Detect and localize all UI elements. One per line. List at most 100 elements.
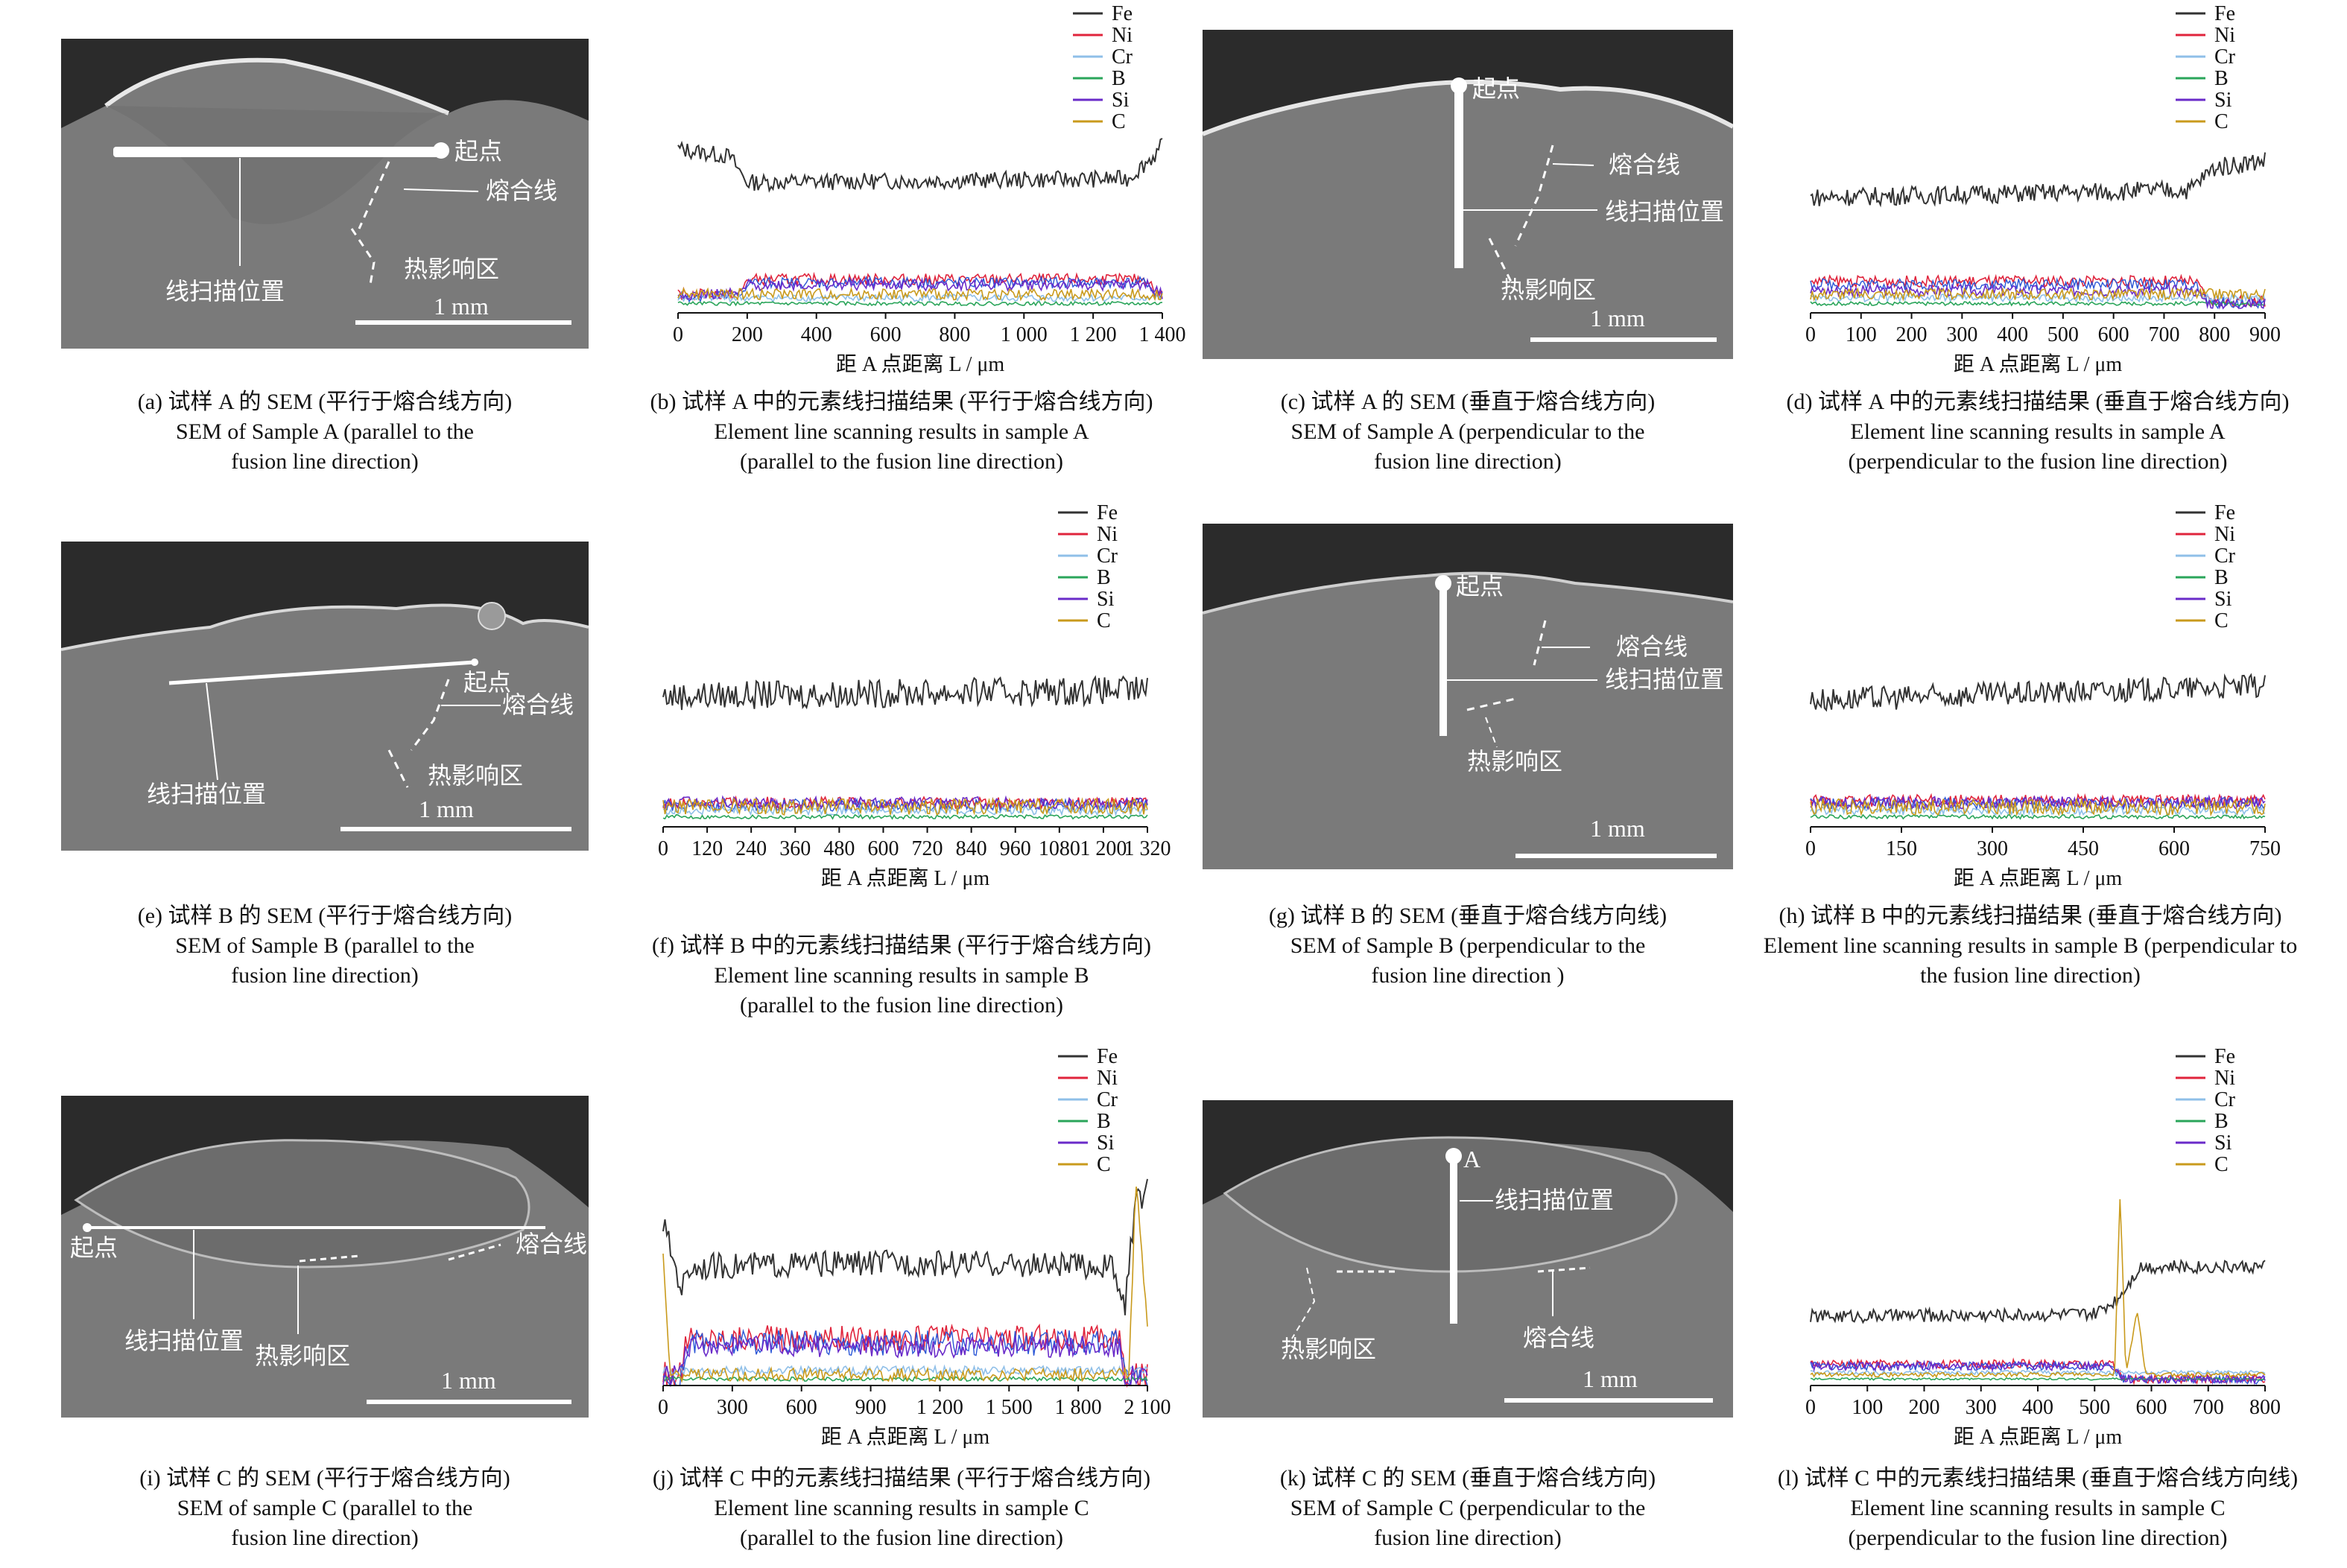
legend-label-cr: Cr (2214, 545, 2236, 568)
caption-j: (j) 试样 C 中的元素线扫描结果 (平行于熔合线方向) Element li… (618, 1464, 1185, 1553)
caption-d-line1: (d) 试样 A 中的元素线扫描结果 (垂直于熔合线方向) (1786, 390, 2290, 414)
x-tick-label: 300 (717, 1396, 748, 1419)
legend-label-ni: Ni (1097, 523, 1118, 546)
legend-label-c: C (1112, 110, 1126, 133)
x-axis-label: 距 A 点距离 L / μm (821, 1425, 990, 1449)
sem-i-start-label: 起点 (70, 1234, 118, 1261)
legend-label-si: Si (1097, 1131, 1115, 1155)
series-fe (1810, 673, 2266, 712)
caption-l: (l) 试样 C 中的元素线扫描结果 (垂直于熔合线方向线) Element l… (1743, 1464, 2332, 1553)
x-tick-label: 800 (2249, 1396, 2281, 1419)
legend-label-cr: Cr (2214, 45, 2236, 69)
series-cr (1810, 292, 2266, 304)
sem-c-scan-label: 线扫描位置 (1605, 198, 1724, 225)
caption-j-line3: (parallel to the fusion line direction) (739, 1526, 1064, 1550)
caption-k: (k) 试样 C 的 SEM (垂直于熔合线方向) SEM of Sample … (1203, 1464, 1733, 1553)
caption-g-line3: fusion line direction ) (1371, 963, 1565, 988)
x-tick-label: 0 (673, 323, 683, 346)
legend-label-ni: Ni (2214, 523, 2235, 546)
legend-label-si: Si (1112, 89, 1130, 112)
caption-e-line3: fusion line direction) (231, 963, 419, 988)
x-tick-label: 1 800 (1055, 1396, 1102, 1419)
series-c (662, 1186, 1148, 1383)
series-ni-blue-overlay (677, 275, 1163, 303)
x-tick-label: 240 (735, 837, 767, 860)
x-axis-label: 距 A 点距离 L / μm (1954, 866, 2123, 890)
sem-c-scale-label: 1 mm (1590, 305, 1645, 331)
x-tick-label: 2 100 (1124, 1396, 1171, 1419)
sem-a-scan-label: 线扫描位置 (165, 278, 285, 305)
x-tick-label: 300 (1946, 323, 1977, 346)
series-b (1810, 1377, 2266, 1381)
x-tick-label: 900 (2249, 323, 2281, 346)
x-tick-label: 400 (2022, 1396, 2053, 1419)
x-tick-label: 0 (1805, 837, 1816, 860)
caption-b-line3: (parallel to the fusion line direction) (739, 449, 1064, 474)
series-b (662, 1375, 1148, 1383)
x-tick-label: 1 200 (1080, 837, 1127, 860)
caption-h: (h) 试样 B 中的元素线扫描结果 (垂直于熔合线方向) Element li… (1721, 901, 2340, 991)
series-fe (1810, 1258, 2266, 1324)
x-tick-label: 200 (1896, 323, 1928, 346)
legend-label-si: Si (2214, 588, 2232, 611)
series-ni-blue-overlay (1810, 277, 2266, 310)
sem-image-g: 起点 熔合线 线扫描位置 热影响区 1 mm (1203, 524, 1733, 869)
series-si (662, 795, 1148, 810)
caption-a-line2: SEM of Sample A (parallel to the (176, 419, 474, 444)
caption-c: (c) 试样 A 的 SEM (垂直于熔合线方向) SEM of Sample … (1203, 387, 1733, 477)
legend-label-b: B (2214, 566, 2229, 589)
legend-label-c: C (2214, 1153, 2229, 1176)
series-si (677, 276, 1163, 301)
series-b (662, 813, 1148, 820)
x-tick-label: 100 (1852, 1396, 1883, 1419)
series-ni (1810, 273, 2266, 308)
sem-k-scale-label: 1 mm (1583, 1365, 1638, 1392)
legend-label-fe: Fe (1097, 1045, 1118, 1068)
x-axis-label: 距 A 点距离 L / μm (821, 866, 990, 890)
x-tick-label: 300 (1966, 1396, 1997, 1419)
sem-c-start-label: 起点 (1472, 75, 1520, 102)
legend-label-c: C (1097, 1153, 1111, 1176)
x-tick-label: 1 200 (1070, 323, 1117, 346)
caption-k-line1: (k) 试样 C 的 SEM (垂直于熔合线方向) (1279, 1466, 1656, 1491)
x-tick-label: 1 320 (1124, 837, 1171, 860)
legend-label-b: B (1097, 1110, 1111, 1133)
caption-i-line1: (i) 试样 C 的 SEM (平行于熔合线方向) (139, 1466, 510, 1491)
caption-i-line2: SEM of sample C (parallel to the (177, 1496, 473, 1520)
caption-l-line3: (perpendicular to the fusion line direct… (1848, 1526, 2228, 1550)
caption-l-line1: (l) 试样 C 中的元素线扫描结果 (垂直于熔合线方向线) (1777, 1466, 2299, 1491)
series-fe (662, 675, 1148, 711)
legend-label-fe: Fe (1112, 2, 1133, 25)
x-tick-label: 750 (2249, 837, 2281, 860)
series-c (677, 286, 1163, 302)
caption-f-line3: (parallel to the fusion line direction) (739, 993, 1064, 1018)
caption-c-line1: (c) 试样 A 的 SEM (垂直于熔合线方向) (1280, 390, 1656, 414)
legend-label-c: C (1097, 609, 1111, 632)
x-tick-label: 0 (658, 1396, 668, 1419)
x-axis-label: 距 A 点距离 L / μm (1954, 352, 2123, 376)
caption-f: (f) 试样 B 中的元素线扫描结果 (平行于熔合线方向) Element li… (618, 931, 1185, 1021)
caption-i-line3: fusion line direction) (231, 1526, 419, 1550)
series-cr (662, 1364, 1148, 1377)
sem-image-i: 起点 熔合线 线扫描位置 热影响区 1 mm (61, 1096, 589, 1418)
legend-label-b: B (1112, 67, 1126, 90)
x-tick-label: 600 (2136, 1396, 2167, 1419)
series-fe (677, 138, 1163, 193)
series-c (1810, 287, 2266, 302)
series-ni (1810, 1357, 2266, 1386)
x-tick-label: 500 (2079, 1396, 2110, 1419)
legend-label-cr: Cr (2214, 1088, 2236, 1111)
legend-label-si: Si (2214, 1131, 2232, 1155)
x-tick-label: 400 (801, 323, 832, 346)
sem-i-haz-label: 热影响区 (255, 1342, 350, 1369)
sem-image-k: A 线扫描位置 热影响区 熔合线 1 mm (1203, 1100, 1733, 1418)
series-fe (1810, 152, 2266, 208)
sem-c-haz-label: 热影响区 (1501, 276, 1596, 303)
x-tick-label: 720 (912, 837, 943, 860)
series-ni-blue-overlay (662, 1328, 1148, 1387)
caption-l-line2: Element line scanning results in sample … (1850, 1496, 2226, 1520)
caption-e-line2: SEM of Sample B (parallel to the (175, 933, 475, 958)
